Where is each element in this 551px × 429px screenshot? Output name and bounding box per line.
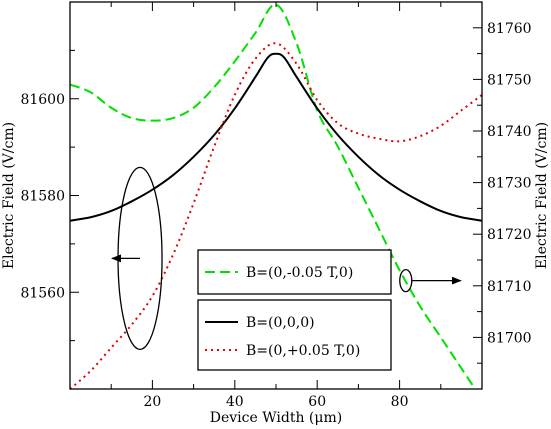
y-left-tick-label: 81580 bbox=[20, 189, 65, 205]
legend-label-3: B=(0,+0.05 T,0) bbox=[246, 343, 360, 359]
y-right-tick-label: 81730 bbox=[487, 176, 532, 192]
legend-layer: B=(0,-0.05 T,0) B=(0,0,0) B=(0,+0.05 T,0) bbox=[197, 249, 392, 371]
legend-box-top bbox=[197, 249, 392, 295]
series-line-2 bbox=[70, 52, 482, 222]
x-axis-title: Device Width (μm) bbox=[210, 410, 342, 426]
x-tick-label: 40 bbox=[226, 394, 244, 410]
series-layer bbox=[70, 3, 482, 389]
annotation-layer bbox=[111, 166, 462, 351]
legend-label-2: B=(0,0,0) bbox=[246, 315, 315, 331]
y-axis-title-left: Electric Field (V/cm) bbox=[1, 122, 17, 269]
x-tick-label: 60 bbox=[308, 394, 326, 410]
y-right-tick-label: 81710 bbox=[487, 279, 532, 295]
series-line-1 bbox=[70, 3, 477, 389]
y-left-tick-label: 81560 bbox=[20, 285, 65, 301]
y-right-tick-label: 81740 bbox=[487, 124, 532, 140]
x-tick-label: 80 bbox=[391, 394, 409, 410]
y-right-tick-label: 81760 bbox=[487, 21, 532, 37]
legend-label-1: B=(0,-0.05 T,0) bbox=[246, 265, 353, 281]
axes-layer: 20 40 60 80 81560 81580 81600 81700 81710 81720 81… bbox=[20, 1, 532, 410]
y-right-tick-label: 81700 bbox=[487, 330, 532, 346]
y-axis-title-right: Electric Field (V/cm) bbox=[534, 122, 550, 269]
y-left-tick-label: 81600 bbox=[20, 92, 65, 108]
legend-box-bottom bbox=[197, 299, 392, 371]
y-right-tick-label: 81720 bbox=[487, 227, 532, 243]
y-right-tick-label: 81750 bbox=[487, 72, 532, 88]
x-tick-label: 20 bbox=[143, 394, 161, 410]
